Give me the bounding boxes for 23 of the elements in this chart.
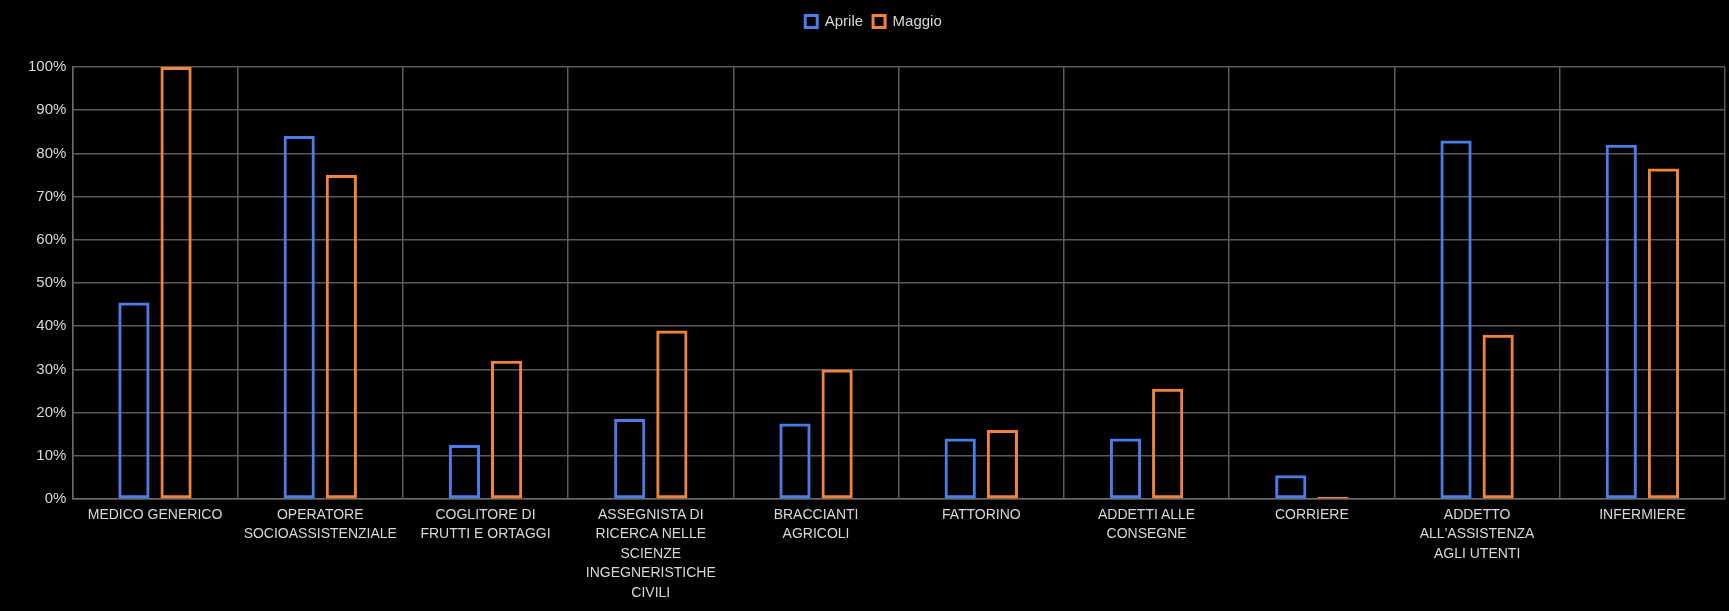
x-tick-label: ADDETTO ALL'ASSISTENZA AGLI UTENTI bbox=[1419, 505, 1536, 561]
x-tick-label: ASSEGNISTA DI RICERCA NELLE SCIENZE INGEGNERISTICHE CIVILI bbox=[585, 505, 716, 601]
y-tick-label: 60% bbox=[36, 229, 67, 247]
x-tick-label: INFERMIERE bbox=[1599, 505, 1686, 522]
y-tick-label: 10% bbox=[36, 445, 67, 463]
y-tick-label: 50% bbox=[36, 273, 67, 291]
y-tick-label: 40% bbox=[36, 316, 67, 334]
x-tick-label: COGLITORE DI FRUTTI E ORTAGGI bbox=[420, 505, 551, 542]
x-tick-label: MEDICO GENERICO bbox=[87, 505, 223, 522]
y-tick-label: 80% bbox=[36, 143, 67, 161]
x-tick-label: FATTORINO bbox=[941, 505, 1021, 522]
y-tick-label: 90% bbox=[36, 100, 67, 118]
x-tick-label: OPERATORE SOCIOASSISTENZIALE bbox=[243, 505, 397, 542]
legend-label: Maggio bbox=[892, 11, 942, 29]
y-tick-label: 0% bbox=[44, 489, 67, 507]
y-tick-label: 20% bbox=[36, 402, 67, 420]
y-tick-label: 70% bbox=[36, 186, 67, 204]
x-tick-label: CORRIERE bbox=[1274, 505, 1349, 522]
legend-label: Aprile bbox=[824, 11, 864, 29]
x-tick-label: ADDETTI ALLE CONSEGNE bbox=[1097, 505, 1196, 542]
y-tick-label: 100% bbox=[27, 57, 67, 75]
x-tick-label: BRACCIANTI AGRICOLI bbox=[773, 505, 859, 542]
y-tick-label: 30% bbox=[36, 359, 67, 377]
